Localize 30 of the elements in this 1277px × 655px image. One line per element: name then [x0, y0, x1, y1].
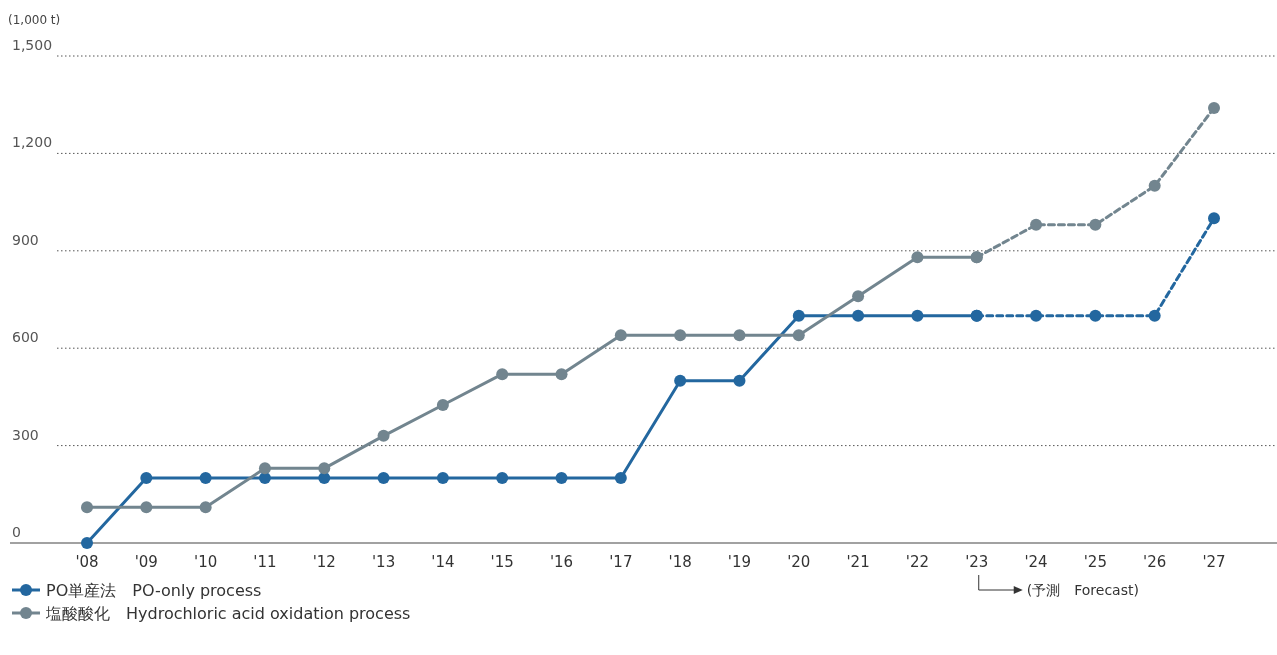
- text: (予測 Forecast): [1026, 582, 1139, 598]
- x-tick-label: '16: [549, 553, 574, 571]
- x-tick-label: '11: [253, 553, 277, 571]
- y-tick-label: 600: [12, 329, 39, 346]
- legend-label: PO単産法 PO-only process: [46, 581, 262, 600]
- x-tick-label: '25: [1083, 553, 1107, 571]
- y-tick-label: 900: [12, 231, 39, 248]
- x-tick-label: '23: [965, 553, 989, 571]
- x-tick-label: '21: [846, 553, 870, 571]
- y-tick-label: 1,500: [12, 37, 53, 53]
- x-tick-label: '26: [1143, 553, 1167, 571]
- x-tick-label: '17: [609, 553, 633, 571]
- y-axis-title: (1,000 t): [8, 13, 61, 27]
- x-tick-label: '27: [1202, 553, 1226, 571]
- y-tick-label: 300: [12, 426, 39, 443]
- y-tick-label: 1,200: [12, 134, 53, 151]
- x-tick-label: '09: [134, 553, 158, 571]
- y-tick-label: 0: [12, 524, 21, 540]
- x-tick-label: '12: [312, 553, 336, 571]
- x-tick-label: '13: [371, 553, 396, 571]
- x-tick-label: '18: [668, 553, 692, 571]
- x-tick-label: '15: [490, 553, 514, 571]
- x-tick-label: '20: [787, 553, 811, 571]
- x-tick-label: '14: [431, 553, 455, 571]
- x-tick-label: '08: [75, 553, 99, 571]
- x-tick-label: '10: [194, 553, 218, 571]
- x-tick-label: '22: [905, 553, 930, 571]
- x-tick-label: '24: [1024, 553, 1048, 571]
- legend-label: 塩酸酸化 Hydrochloric acid oxidation process: [45, 604, 411, 623]
- x-tick-label: '19: [727, 553, 752, 571]
